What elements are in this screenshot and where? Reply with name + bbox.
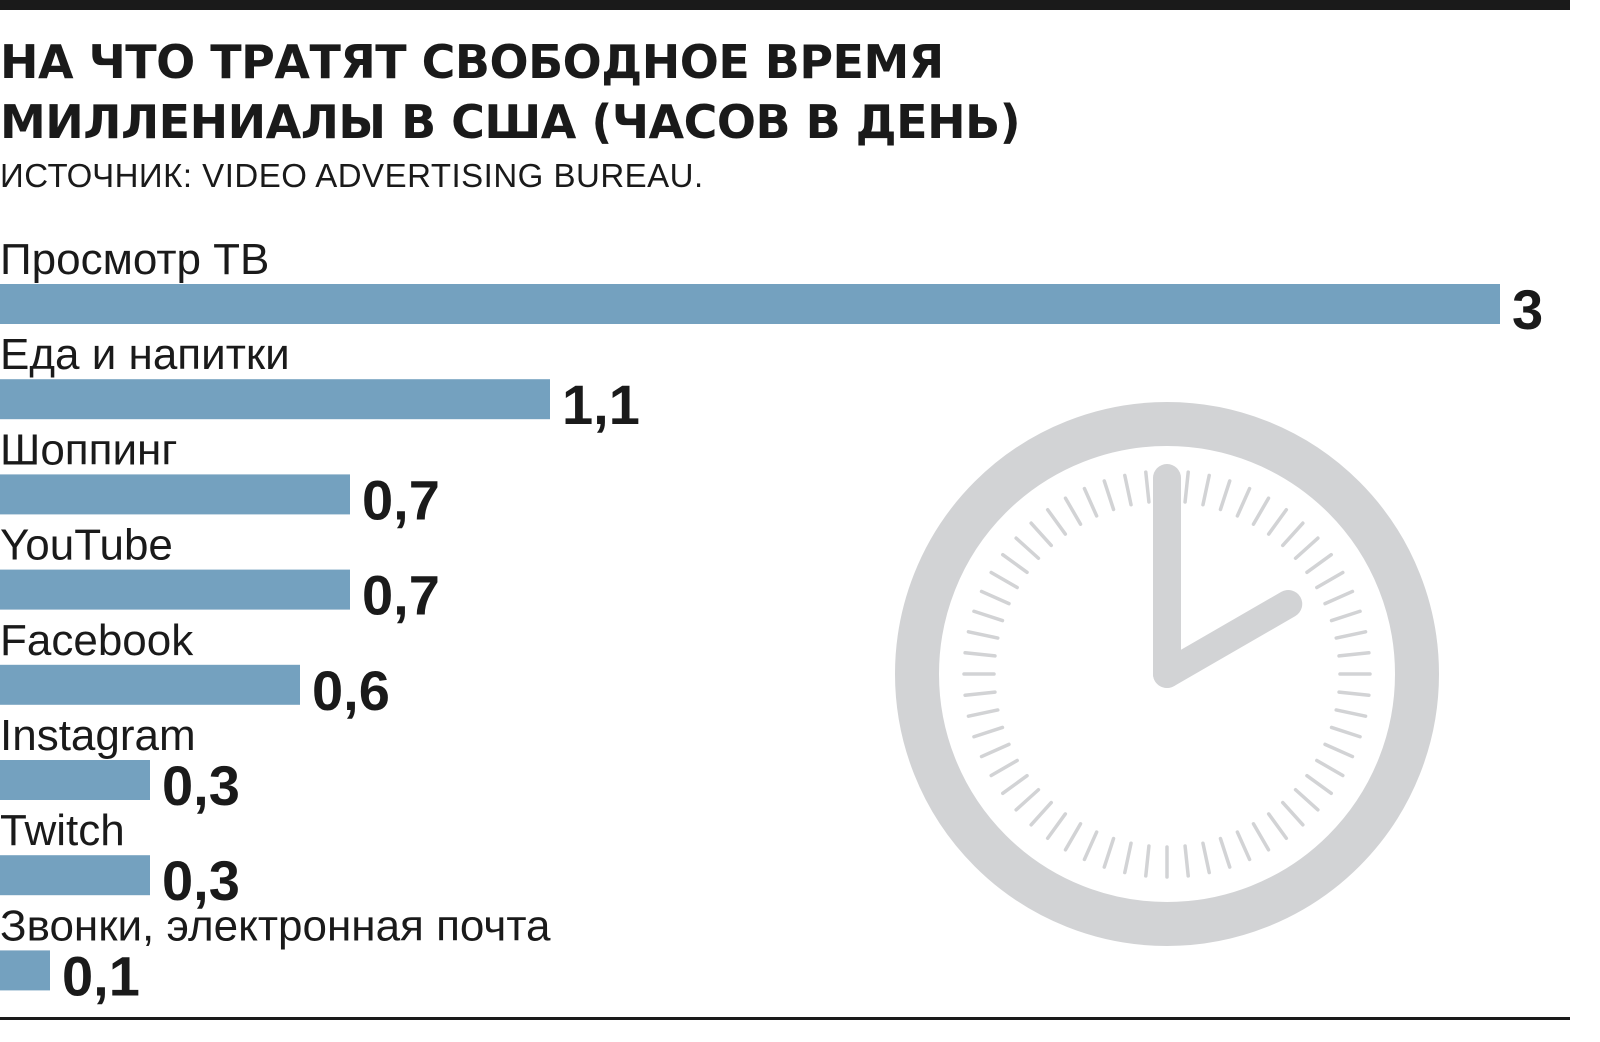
category-label: Instagram — [0, 711, 196, 760]
bar — [0, 950, 50, 991]
clock-tick — [1329, 609, 1362, 623]
clock-tick — [1063, 822, 1083, 852]
clock-tick — [1337, 690, 1371, 697]
clock-tick — [1029, 800, 1053, 827]
clock-tick — [1183, 844, 1190, 878]
bar — [0, 664, 300, 705]
category-label: Twitch — [0, 806, 125, 855]
value-label: 0,1 — [62, 944, 140, 1007]
clock-tick — [1323, 589, 1355, 606]
clock-tick — [1337, 651, 1371, 658]
clock-tick — [1201, 841, 1211, 875]
bar — [0, 284, 1500, 324]
clock-tick — [979, 589, 1011, 606]
clock-tick — [1293, 788, 1320, 812]
clock-tick — [989, 758, 1019, 778]
clock-tick — [989, 570, 1019, 590]
value-label: 0,7 — [362, 564, 440, 627]
chart-title: НА ЧТО ТРАТЯТ СВОБОДНОЕ ВРЕМЯ МИЛЛЕНИАЛЫ… — [0, 35, 1021, 149]
clock-tick — [1281, 800, 1305, 827]
clock-tick — [1082, 486, 1099, 518]
category-label: Facebook — [0, 616, 194, 665]
clock-tick — [1334, 630, 1368, 640]
bar — [0, 569, 350, 610]
clock-tick — [1251, 822, 1271, 852]
clock-tick — [1235, 486, 1252, 518]
clock-tick — [1102, 479, 1116, 512]
clock-tick — [1082, 830, 1099, 862]
category-label: Просмотр ТВ — [0, 235, 269, 284]
value-label: 0,7 — [362, 468, 440, 531]
bottom-rule — [0, 1017, 1570, 1020]
value-label: 0,6 — [312, 659, 390, 722]
clock-tick — [1123, 473, 1133, 507]
clock-tick — [1029, 521, 1053, 548]
clock-tick — [1218, 479, 1232, 512]
value-label: 0,3 — [162, 754, 240, 817]
top-rule — [0, 0, 1570, 10]
clock-tick — [966, 630, 1000, 640]
clock-tick — [1045, 508, 1068, 536]
category-label: Шоппинг — [0, 425, 177, 474]
clock-rim — [895, 402, 1439, 946]
clock-tick — [1323, 742, 1355, 759]
clock-tick — [1329, 725, 1362, 739]
clock-tick — [1281, 521, 1305, 548]
clock-tick — [1144, 470, 1151, 504]
clock-tick — [1334, 708, 1368, 718]
clock-tick — [1218, 836, 1232, 869]
clock-tick — [1315, 758, 1345, 778]
clock-tick — [972, 609, 1005, 623]
clock-tick — [1235, 830, 1252, 862]
value-label: 1,1 — [562, 373, 640, 436]
clock-tick — [1266, 508, 1289, 536]
clock-tick — [1001, 552, 1029, 575]
clock-tick — [972, 725, 1005, 739]
clock-tick — [1045, 812, 1068, 840]
clock-tick — [1014, 536, 1041, 560]
clock-tick — [1266, 812, 1289, 840]
category-label: Еда и напитки — [0, 330, 290, 379]
clock-hour-hand — [1153, 590, 1303, 688]
clock-tick — [1251, 496, 1271, 526]
bar — [0, 474, 350, 515]
clock-tick — [979, 742, 1011, 759]
value-label: 3 — [1512, 278, 1543, 341]
chart-source: ИСТОЧНИК: VIDEO ADVERTISING BUREAU. — [0, 157, 704, 194]
clock-tick — [1001, 773, 1029, 796]
clock-tick — [963, 651, 997, 658]
clock-tick — [1102, 836, 1116, 869]
clock-tick — [1144, 844, 1151, 878]
clock-tick — [963, 690, 997, 697]
bar — [0, 760, 150, 800]
clock-tick — [1014, 788, 1041, 812]
clock-tick — [1293, 536, 1320, 560]
clock-tick — [1315, 570, 1345, 590]
clock-tick — [1063, 496, 1083, 526]
clock-tick — [1123, 841, 1133, 875]
bar — [0, 379, 550, 420]
clock-tick — [1183, 470, 1190, 504]
bar — [0, 855, 150, 896]
clock-ticks — [962, 470, 1372, 879]
clock-tick — [1305, 552, 1333, 575]
category-label: YouTube — [0, 521, 173, 570]
clock-tick — [966, 708, 1000, 718]
value-label: 0,3 — [162, 849, 240, 912]
category-label: Звонки, электронная почта — [0, 901, 551, 950]
clock-tick — [1305, 773, 1333, 796]
clock-tick — [1201, 473, 1211, 507]
